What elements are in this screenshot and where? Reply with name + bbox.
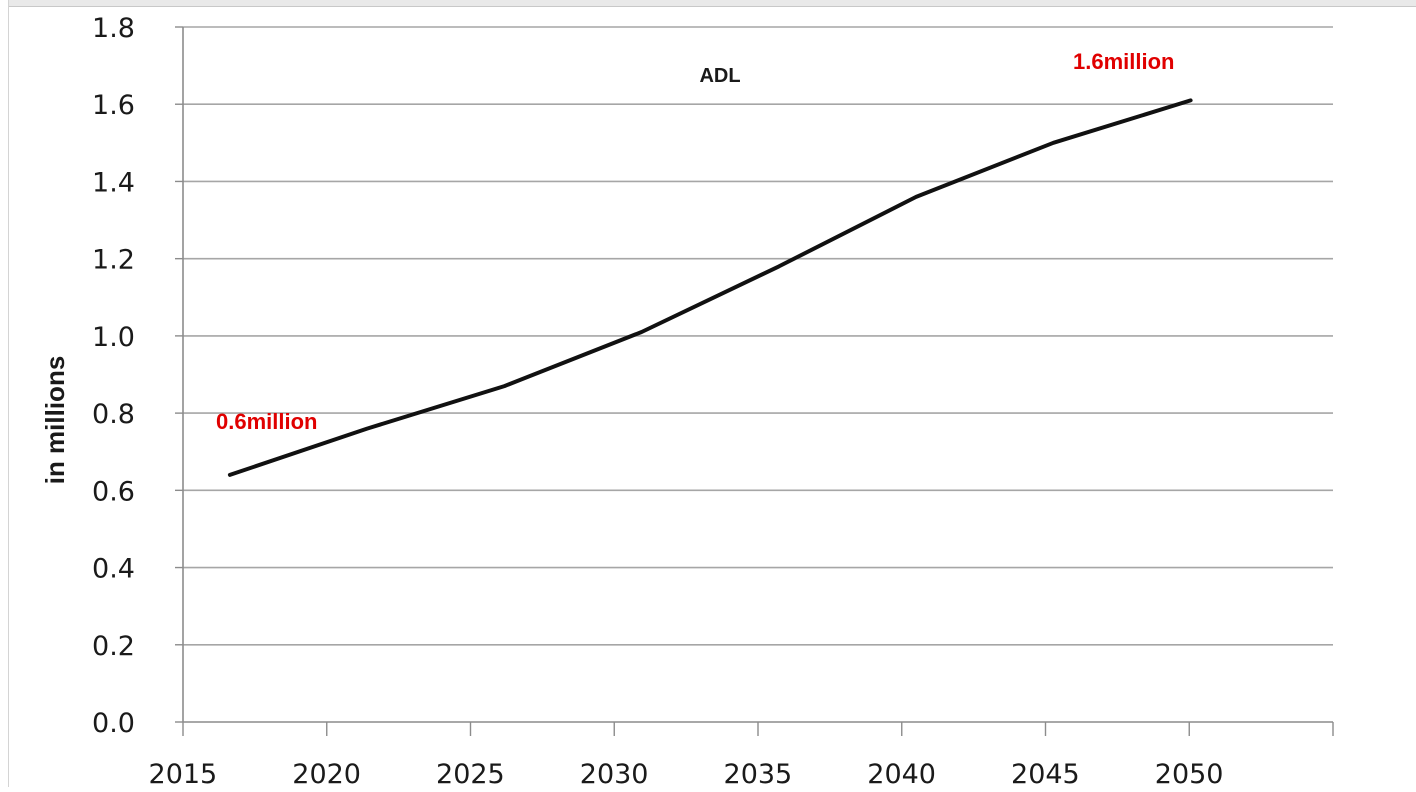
axes: 0.0 0.2 0.4 0.6 0.8 1.0 1.2 1.4 1.6 1.8 2015 2020 20…	[92, 13, 1333, 787]
x-tick-label: 2040	[867, 759, 936, 787]
x-tick-label: 2050	[1155, 759, 1224, 787]
x-tick-label: 2025	[436, 759, 505, 787]
y-tick-label: 1.0	[92, 322, 135, 353]
annotation-start: 0.6million	[216, 409, 317, 434]
gridlines	[183, 27, 1333, 645]
x-tick-label: 2035	[724, 759, 793, 787]
y-tick-label: 1.4	[92, 167, 135, 198]
y-tick-label: 1.2	[92, 245, 135, 276]
y-axis-label: in millions	[40, 356, 70, 485]
annotation-end: 1.6million	[1073, 49, 1174, 74]
y-tick-label: 0.2	[92, 631, 135, 662]
chart-title: ADL	[699, 65, 740, 87]
series-line	[230, 100, 1191, 475]
y-tick-label: 0.6	[92, 476, 135, 507]
left-border	[8, 0, 9, 787]
top-border	[8, 0, 1416, 7]
y-tick-label: 0.0	[92, 708, 135, 739]
x-tick-label: 2030	[580, 759, 649, 787]
x-tick-label: 2020	[292, 759, 361, 787]
labels: ADL in millions 0.6million 1.6million	[40, 49, 1174, 484]
y-tick-label: 0.4	[92, 554, 135, 585]
y-tick-label: 1.6	[92, 90, 135, 121]
y-tick-label: 1.8	[92, 13, 135, 44]
x-tick-label: 2045	[1011, 759, 1080, 787]
x-tick-label: 2015	[149, 759, 218, 787]
y-tick-label: 0.8	[92, 399, 135, 430]
series-layer	[230, 100, 1191, 475]
